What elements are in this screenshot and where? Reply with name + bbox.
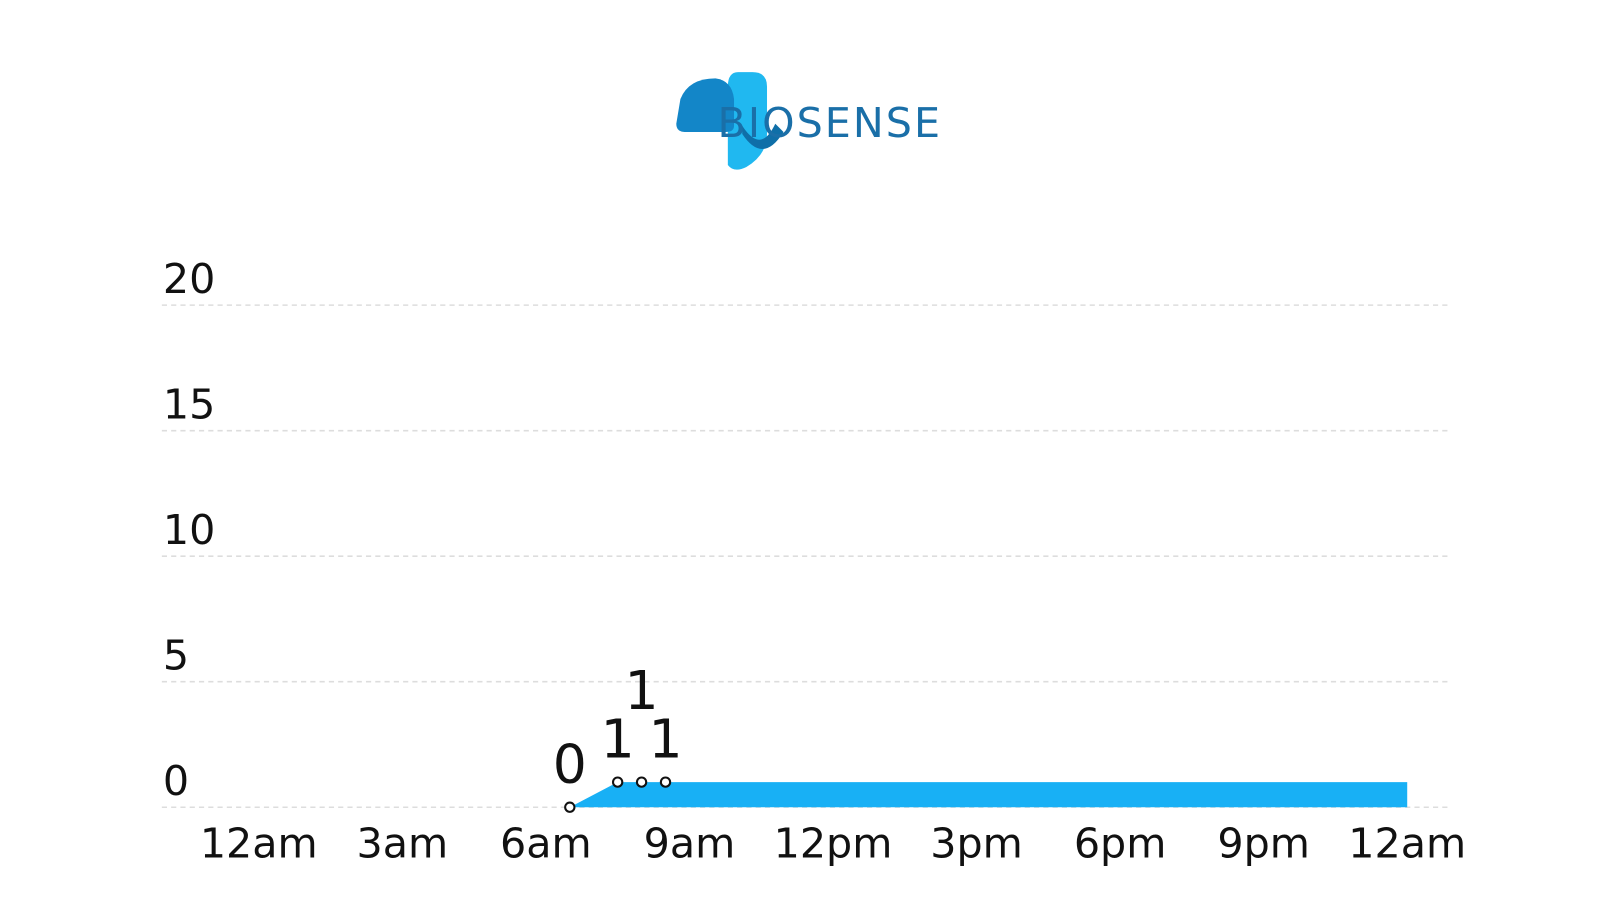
data-label: 1 bbox=[625, 659, 659, 722]
y-tick-label: 20 bbox=[163, 255, 215, 303]
y-tick-label: 5 bbox=[163, 631, 189, 679]
x-tick-label: 12pm bbox=[774, 820, 893, 868]
x-tick-label: 6pm bbox=[1074, 820, 1167, 868]
x-tick-label: 3pm bbox=[930, 820, 1023, 868]
point-marker bbox=[659, 776, 672, 788]
point-marker bbox=[635, 776, 648, 788]
y-tick-label: 15 bbox=[163, 380, 215, 428]
x-tick-label: 12am bbox=[1348, 820, 1466, 868]
data-label: 0 bbox=[553, 732, 587, 795]
point-marker bbox=[611, 776, 624, 788]
area bbox=[569, 782, 1408, 808]
y-tick-label: 0 bbox=[163, 757, 189, 805]
logo-shape bbox=[742, 123, 784, 149]
x-tick-label: 6am bbox=[500, 820, 592, 868]
x-tick-label: 9pm bbox=[1217, 820, 1310, 868]
x-tick-label: 3am bbox=[356, 820, 448, 868]
logo: BIOSENSE bbox=[676, 72, 943, 170]
point-marker bbox=[564, 801, 576, 813]
logo-text: BIOSENSE bbox=[718, 99, 943, 147]
logo-shape bbox=[676, 78, 735, 132]
x-tick-label: 9am bbox=[644, 820, 736, 868]
y-tick-label: 10 bbox=[163, 506, 215, 554]
data-label: 1 bbox=[601, 707, 635, 770]
x-tick-label: 12am bbox=[200, 820, 318, 868]
data-label: 1 bbox=[648, 707, 682, 770]
